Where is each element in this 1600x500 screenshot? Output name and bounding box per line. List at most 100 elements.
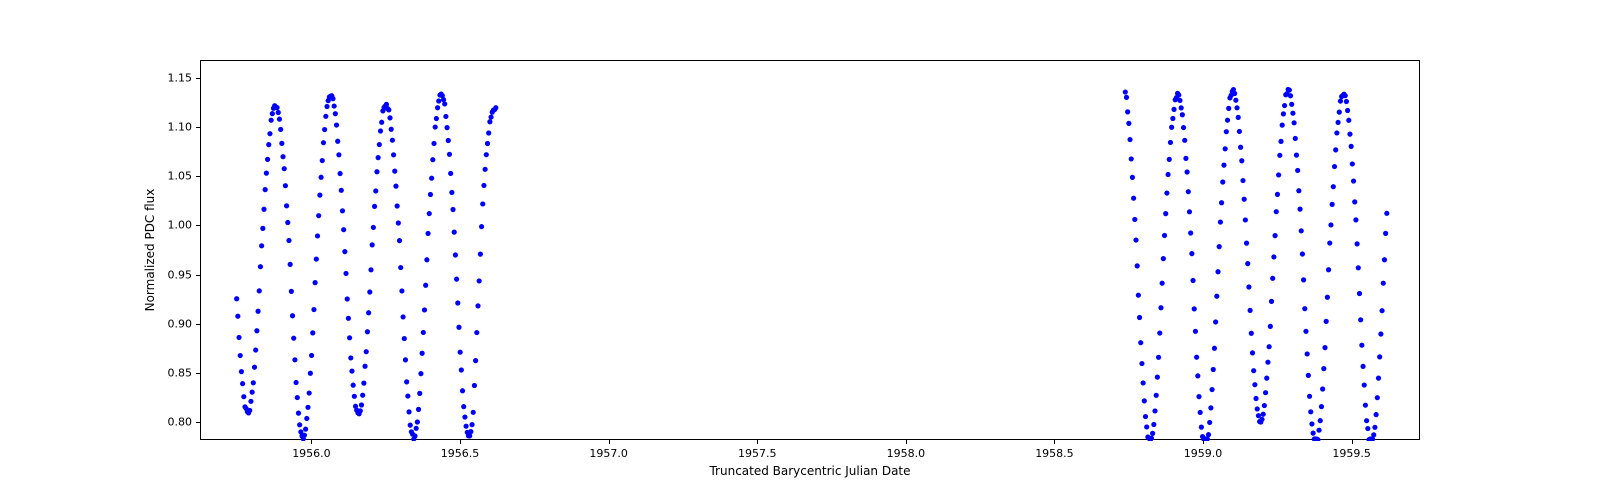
data-point [1259,417,1264,422]
data-point [1155,375,1160,380]
data-point [1251,368,1256,373]
data-point [1162,233,1167,238]
data-point [297,422,302,427]
figure: Normalized PDC flux Truncated Barycentri… [0,0,1600,500]
data-point [1332,164,1337,169]
data-point [1365,426,1370,431]
data-point [248,399,253,404]
data-point [366,310,371,315]
data-point [1226,106,1231,111]
data-point [458,350,463,355]
data-point [360,393,365,398]
data-point [421,330,426,335]
data-point [478,252,483,257]
data-point [278,127,283,132]
data-point [1143,414,1148,419]
data-point [292,357,297,362]
data-point [1135,263,1140,268]
data-point [251,380,256,385]
data-point [429,176,434,181]
data-point [1351,178,1356,183]
data-point [414,426,419,431]
data-point [1144,424,1149,429]
data-point [1322,345,1327,350]
data-point [315,233,320,238]
data-point [1163,211,1168,216]
data-point [1127,137,1132,142]
data-point [417,391,422,396]
data-point [1236,115,1241,120]
data-point [1224,129,1229,134]
data-point [1320,386,1325,391]
data-point [274,105,279,110]
data-point [1289,102,1294,107]
data-point [1132,217,1137,222]
data-point [349,368,354,373]
data-point [1151,422,1156,427]
data-point [1252,382,1257,387]
data-point [339,188,344,193]
data-point [247,408,252,413]
y-tick [196,275,200,276]
data-point [475,303,480,308]
data-point [1325,295,1330,300]
data-point [1287,87,1292,92]
data-point [1334,130,1339,135]
y-tick-label: 1.15 [168,71,193,84]
data-point [1272,233,1277,238]
data-point [433,124,438,129]
data-point [1187,209,1192,214]
data-point [294,380,299,385]
data-point [1244,241,1249,246]
data-point [468,429,473,434]
x-tick-label: 1957.5 [738,447,777,460]
data-point [1352,199,1357,204]
data-point [1136,293,1141,298]
data-point [1311,431,1316,436]
data-point [443,114,448,119]
data-point [1255,406,1260,411]
y-tick [196,225,200,226]
data-point [1295,168,1300,173]
data-point [1346,118,1351,123]
data-point [1161,256,1166,261]
data-point [1271,254,1276,259]
data-point [259,243,264,248]
data-point [276,110,281,115]
data-point [406,409,411,414]
data-point [1382,257,1387,262]
data-point [1158,305,1163,310]
data-point [1193,329,1198,334]
data-point [1233,98,1238,103]
data-point [302,433,307,438]
data-point [1372,425,1377,430]
data-point [240,381,245,386]
data-point [316,213,321,218]
data-point [1164,190,1169,195]
y-tick-label: 0.95 [168,268,193,281]
y-tick [196,176,200,177]
data-point [403,357,408,362]
data-point [250,390,255,395]
data-point [1362,382,1367,387]
data-point [314,256,319,261]
data-point [1371,432,1376,437]
data-point [1282,103,1287,108]
data-point [415,419,420,424]
data-point [480,201,485,206]
data-point [1268,324,1273,329]
data-point [1360,364,1365,369]
data-point [266,142,271,147]
data-point [295,395,300,400]
data-point [1274,209,1279,214]
data-point [343,271,348,276]
data-point [396,220,401,225]
data-point [405,393,410,398]
data-point [1353,217,1358,222]
data-point [1277,153,1282,158]
y-tick-label: 0.80 [168,416,193,429]
data-point [1262,403,1267,408]
y-tick [196,78,200,79]
data-point [379,120,384,125]
data-point [323,114,328,119]
